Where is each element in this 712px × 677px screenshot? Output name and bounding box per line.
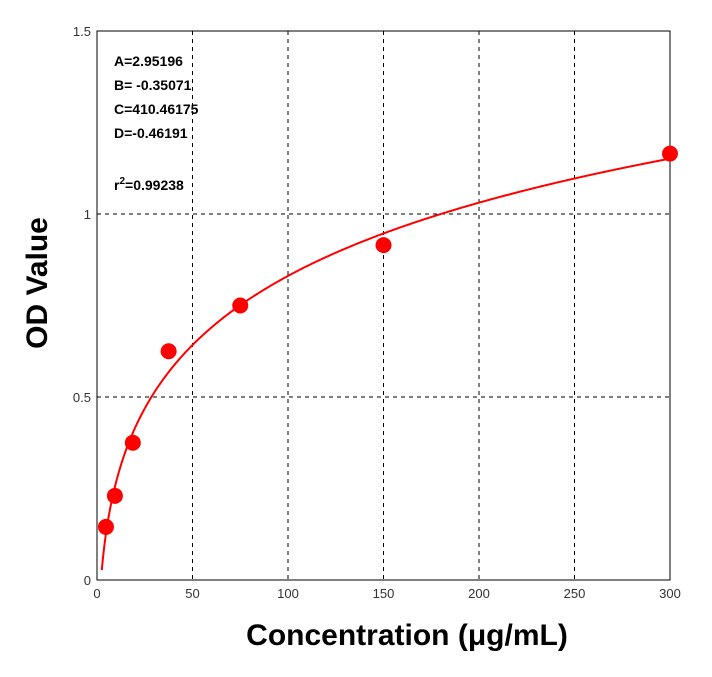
r-squared-sup: 2 xyxy=(119,176,125,187)
data-point xyxy=(106,487,123,504)
x-tick-label: 100 xyxy=(277,586,299,601)
x-tick-label: 50 xyxy=(185,586,199,601)
fit-curve xyxy=(100,157,671,571)
x-axis-title: Concentration (μg/mL) xyxy=(246,619,568,652)
param-d: D=-0.46191 xyxy=(114,125,188,141)
x-tick-label: 150 xyxy=(373,586,395,601)
data-point xyxy=(232,297,249,314)
r-squared-prefix: r xyxy=(114,177,120,193)
x-tick-label: 250 xyxy=(564,586,586,601)
y-axis-title: OD Value xyxy=(21,217,54,349)
y-tick-label: 1 xyxy=(84,207,91,222)
tick-labels: 0 50 100 150 200 250 300 0 0.5 1 1.5 xyxy=(73,24,681,601)
data-point xyxy=(662,145,678,162)
data-point xyxy=(375,237,392,254)
r-squared: r2=0.99238 xyxy=(114,176,184,193)
plot-frame xyxy=(96,30,671,581)
fit-parameters: A=2.95196 B= -0.35071 C=410.46175 D=-0.4… xyxy=(114,53,199,193)
y-tick-label: 0 xyxy=(84,573,91,588)
y-tick-label: 1.5 xyxy=(73,24,91,39)
y-tick-label: 0.5 xyxy=(73,390,91,405)
data-point xyxy=(160,343,177,360)
data-point xyxy=(124,434,141,451)
x-tick-label: 0 xyxy=(93,586,100,601)
param-b: B= -0.35071 xyxy=(114,77,192,93)
data-point xyxy=(97,518,114,535)
x-tick-label: 200 xyxy=(468,586,490,601)
r-squared-value: =0.99238 xyxy=(125,177,184,193)
data-points xyxy=(97,145,678,535)
param-c: C=410.46175 xyxy=(114,101,199,117)
x-tick-label: 300 xyxy=(659,586,681,601)
param-a: A=2.95196 xyxy=(114,53,183,69)
grid-lines xyxy=(97,31,670,580)
